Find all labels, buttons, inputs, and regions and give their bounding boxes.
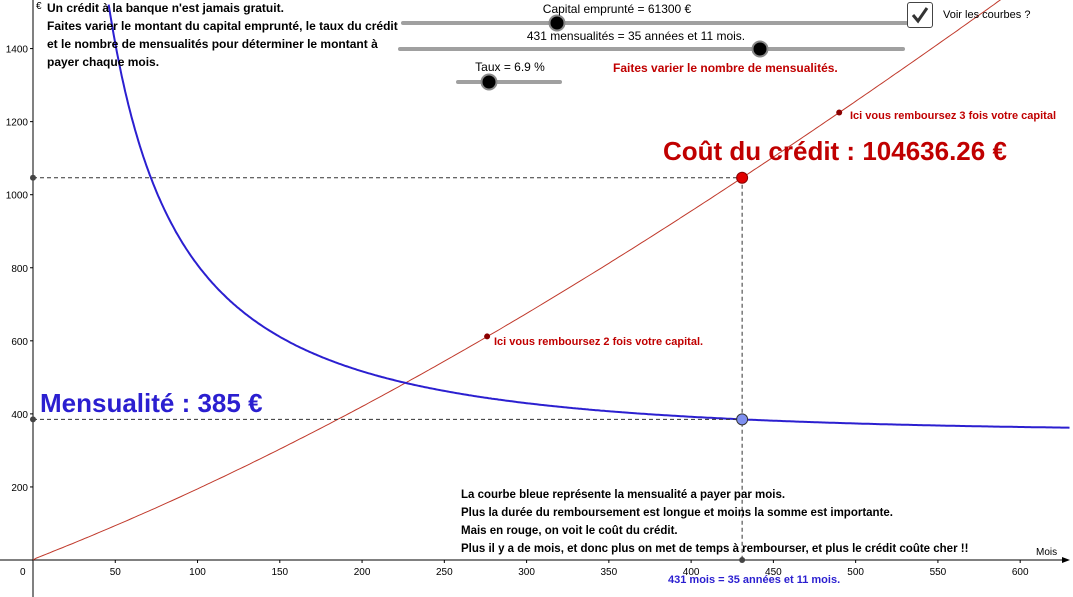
- y-tick-label: 200: [11, 483, 28, 494]
- x-tick-label: 400: [683, 567, 700, 578]
- y-axis-label: €: [36, 1, 42, 12]
- x-tick-label: 300: [518, 567, 535, 578]
- capital-slider-knob[interactable]: [548, 14, 566, 32]
- x-axis-label: Mois: [1036, 547, 1057, 558]
- intro-line-3: et le nombre de mensualités pour détermi…: [47, 37, 378, 51]
- taux-slider-knob[interactable]: [480, 73, 498, 91]
- intro-line-4: payer chaque mois.: [47, 55, 159, 69]
- y-axis-cost-point: [30, 174, 36, 181]
- x-tick-label: 550: [930, 567, 947, 578]
- vary-months-hint: Faites varier le nombre de mensualités.: [613, 61, 838, 75]
- y-axis-payment-point: [30, 416, 36, 423]
- x-tick-label: 0: [20, 567, 26, 578]
- credit-cost-point[interactable]: [736, 171, 749, 184]
- y-tick-label: 600: [11, 337, 28, 348]
- x-tick-label: 350: [601, 567, 618, 578]
- x-ticks: 0 50 100 150 200 250 300 350 400 450 500 550 600: [20, 560, 1029, 578]
- x-tick-label: 50: [110, 567, 122, 578]
- x-tick-label: 450: [765, 567, 782, 578]
- y-tick-label: 800: [11, 264, 28, 275]
- x-tick-label: 600: [1012, 567, 1029, 578]
- checkmark-icon: [911, 7, 929, 24]
- x-axis-months-point[interactable]: [739, 557, 746, 563]
- capital-slider[interactable]: [401, 14, 908, 32]
- mensualites-slider-label: 431 mensualités = 35 années et 11 mois.: [527, 29, 745, 43]
- twice-capital-label: Ici vous remboursez 2 fois votre capital…: [494, 336, 703, 348]
- monthly-payment-label: Mensualité : 385 €: [40, 388, 263, 418]
- y-tick-label: 400: [11, 410, 28, 421]
- taux-slider[interactable]: [456, 73, 562, 91]
- thrice-capital-label: Ici vous remboursez 3 fois votre capital: [850, 110, 1056, 122]
- explanation-line-3: Mais en rouge, on voit le coût du crédit…: [461, 525, 678, 537]
- y-tick-label: 1000: [6, 191, 29, 202]
- show-curves-label: Voir les courbes ?: [943, 9, 1031, 21]
- mensualites-slider-knob[interactable]: [751, 40, 769, 58]
- intro-line-2: Faites varier le montant du capital empr…: [47, 19, 398, 33]
- thrice-capital-point: [836, 109, 843, 116]
- months-readout: 431 mois = 35 années et 11 mois.: [668, 574, 840, 586]
- x-tick-label: 100: [189, 567, 206, 578]
- credit-cost-label: Coût du crédit : 104636.26 €: [663, 136, 1007, 166]
- x-tick-label: 250: [436, 567, 453, 578]
- x-tick-label: 500: [847, 567, 864, 578]
- monthly-payment-point[interactable]: [736, 413, 749, 426]
- x-tick-label: 200: [354, 567, 371, 578]
- x-axis-arrow: [1062, 557, 1070, 563]
- y-tick-label: 1200: [6, 118, 29, 129]
- x-tick-label: 150: [271, 567, 288, 578]
- monthly-payment-curve: [107, 4, 1070, 429]
- explanation-line-2: Plus la durée du remboursement est longu…: [461, 507, 893, 519]
- twice-capital-point: [484, 333, 491, 340]
- mensualites-slider[interactable]: [398, 40, 905, 58]
- y-ticks: 200 400 600 800 1000 1200 1400: [6, 45, 33, 494]
- capital-slider-label: Capital emprunté = 61300 €: [543, 2, 692, 16]
- explanation-line-4: Plus il y a de mois, et donc plus on met…: [461, 543, 968, 555]
- show-curves-checkbox[interactable]: [907, 2, 933, 28]
- intro-line-1: Un crédit à la banque n'est jamais gratu…: [47, 1, 284, 15]
- y-tick-label: 1400: [6, 45, 29, 56]
- credit-cost-curve: [32, 0, 1002, 561]
- explanation-line-1: La courbe bleue représente la mensualité…: [461, 489, 785, 501]
- taux-slider-label: Taux = 6.9 %: [475, 60, 545, 74]
